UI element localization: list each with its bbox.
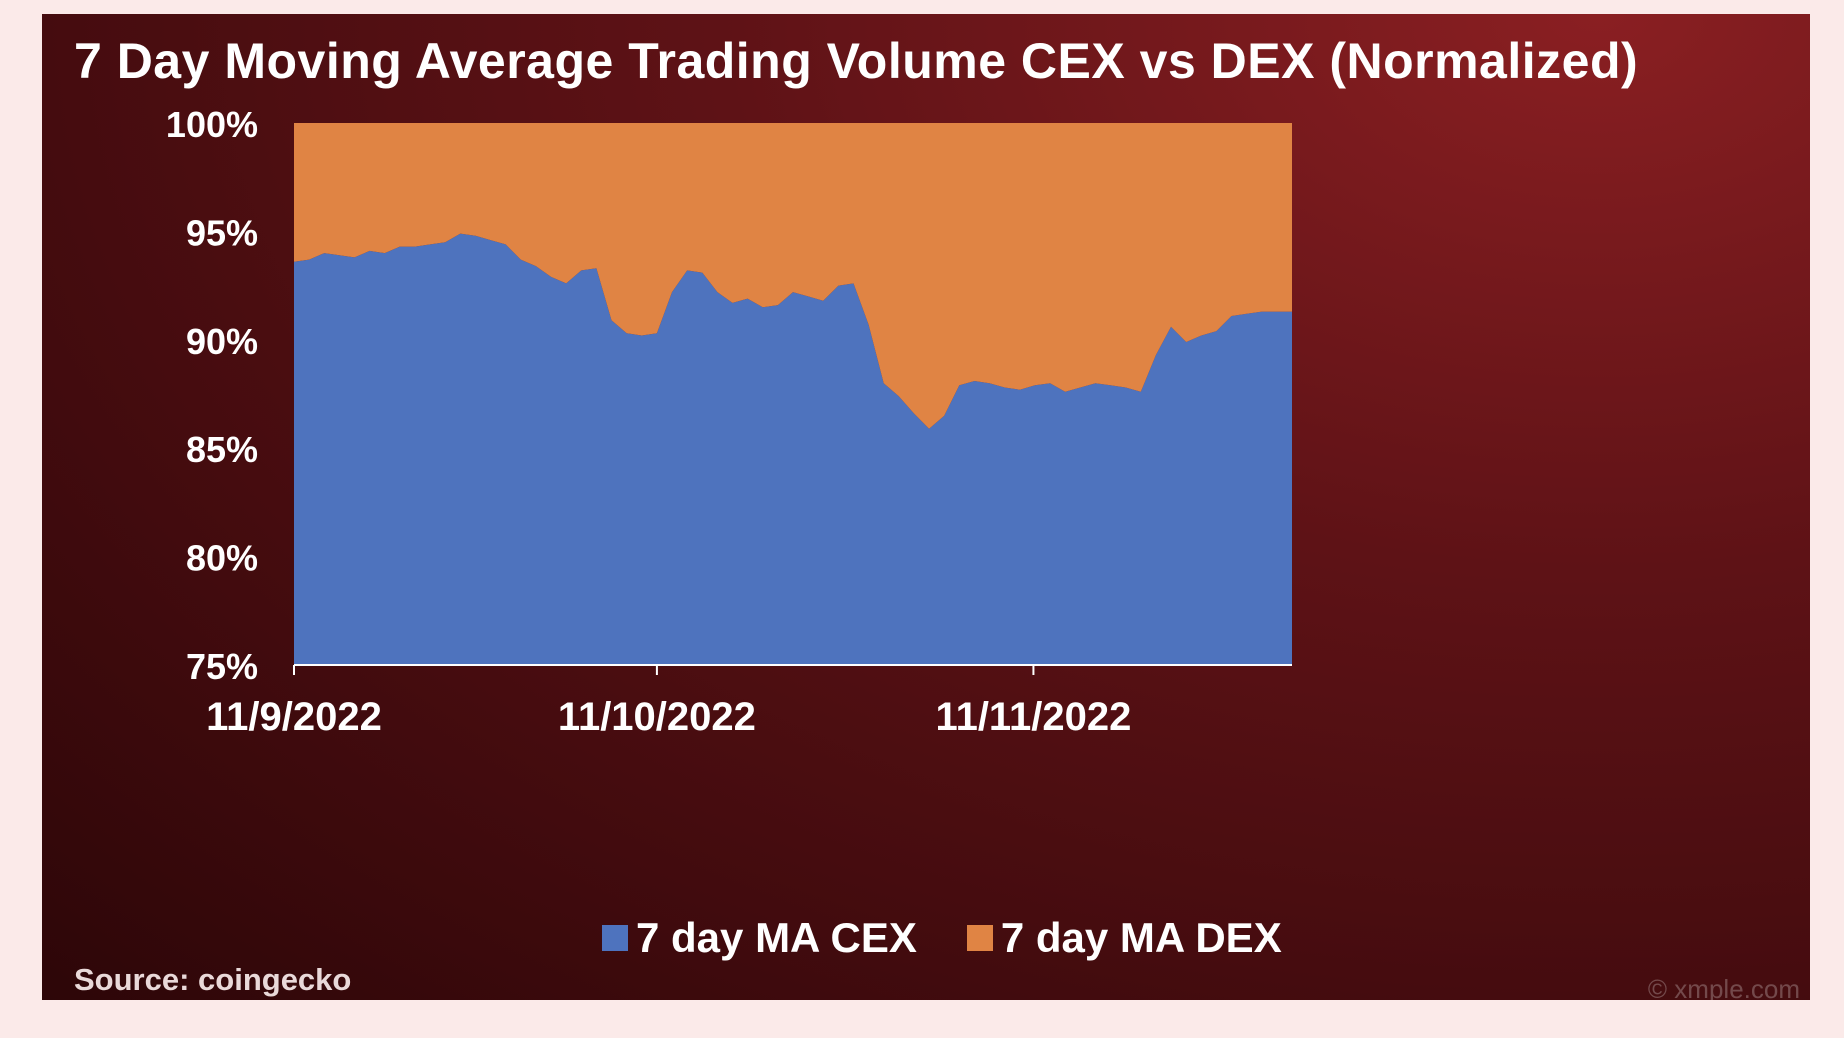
area-series-dex	[294, 123, 1292, 429]
x-tick-label: 11/10/2022	[558, 695, 756, 739]
area-series-cex	[294, 233, 1292, 665]
y-tick-label: 100%	[166, 104, 258, 145]
chart-title: 7 Day Moving Average Trading Volume CEX …	[74, 33, 1639, 89]
legend-swatch-cex	[602, 925, 628, 951]
y-tick-label: 85%	[186, 429, 258, 470]
x-tick-label: 11/11/2022	[936, 695, 1132, 739]
legend-swatch-dex	[966, 925, 993, 951]
area-chart: 100% 95% 90% 85% 80% 75% 11/9/2022 11/10/2022 1…	[166, 104, 1292, 739]
y-tick-label: 75%	[186, 646, 258, 687]
chart-panel: 7 Day Moving Average Trading Volume CEX …	[42, 14, 1810, 1000]
legend-label-cex: 7 day MA CEX	[636, 914, 917, 961]
y-tick-label: 80%	[186, 538, 258, 579]
watermark: © xmple.com	[1647, 974, 1800, 1000]
legend-item-cex: 7 day MA CEX	[602, 914, 917, 962]
y-tick-label: 90%	[186, 321, 258, 362]
legend-item-dex: 7 day MA DEX	[966, 914, 1282, 962]
legend-label-dex: 7 day MA DEX	[1000, 914, 1282, 961]
chart-legend: 7 day MA CEX 7 day MA DEX	[602, 914, 1282, 962]
source-note: Source: coingecko	[74, 962, 352, 997]
y-tick-label: 95%	[186, 212, 258, 253]
x-tick-label: 11/9/2022	[206, 695, 382, 739]
